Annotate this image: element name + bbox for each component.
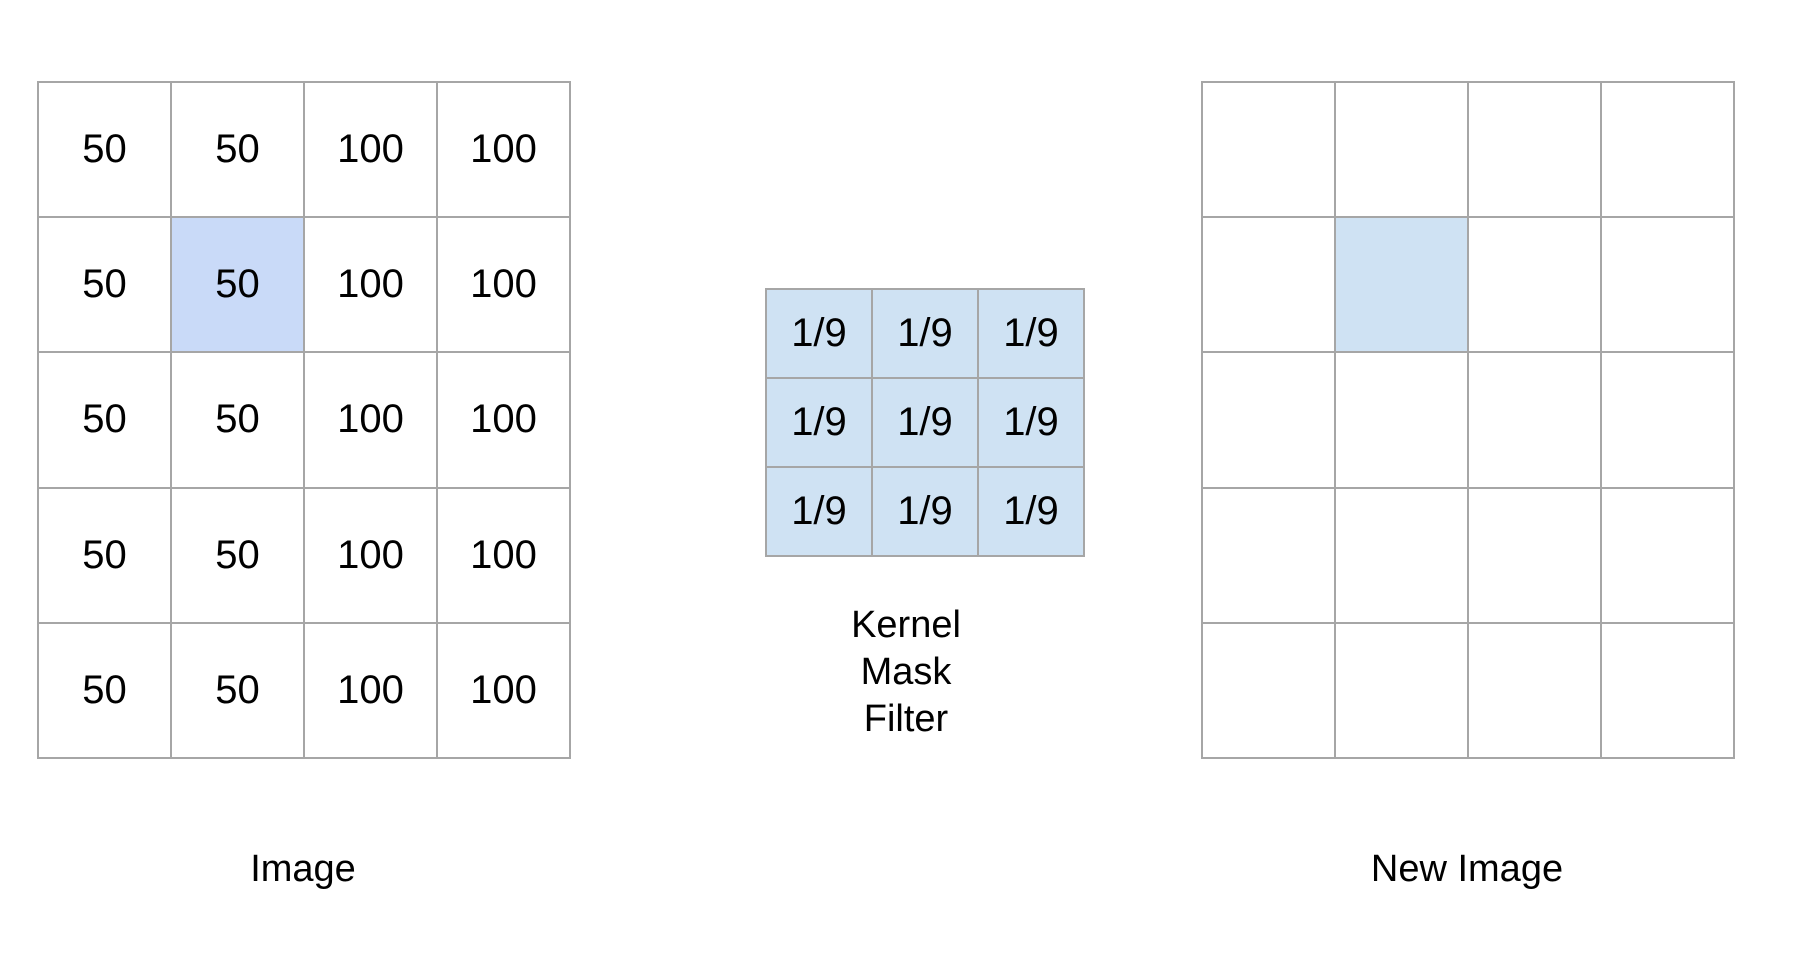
new-image-cell — [1467, 621, 1602, 760]
new-image-cell — [1334, 486, 1469, 624]
image-cell: 50 — [37, 80, 172, 219]
new-image-cell — [1600, 80, 1735, 219]
image-cell: 50 — [37, 351, 172, 489]
new-image-cell — [1600, 621, 1735, 760]
image-cell: 100 — [303, 351, 438, 489]
kernel-cell: 1/9 — [871, 288, 979, 379]
kernel-row: 1/9 1/9 1/9 — [765, 377, 1085, 468]
image-cell: 50 — [170, 80, 305, 219]
image-grid: 50 50 100 100 50 50 100 100 50 50 100 10… — [37, 80, 571, 760]
new-image-cell — [1600, 216, 1735, 354]
kernel-cell: 1/9 — [765, 377, 873, 468]
new-image-cell-highlighted — [1334, 216, 1469, 354]
image-cell: 100 — [303, 80, 438, 219]
kernel-row: 1/9 1/9 1/9 — [765, 466, 1085, 557]
new-image-cell — [1201, 486, 1336, 624]
image-cell: 50 — [37, 486, 172, 624]
new-image-cell — [1467, 216, 1602, 354]
image-cell: 100 — [303, 621, 438, 760]
image-cell: 50 — [37, 621, 172, 760]
kernel-cell: 1/9 — [765, 466, 873, 557]
new-image-row — [1201, 486, 1735, 624]
image-cell: 50 — [170, 351, 305, 489]
kernel-cell: 1/9 — [765, 288, 873, 379]
new-image-row — [1201, 216, 1735, 354]
kernel-row: 1/9 1/9 1/9 — [765, 288, 1085, 379]
image-cell: 100 — [436, 486, 571, 624]
image-row: 50 50 100 100 — [37, 621, 571, 760]
new-image-cell — [1201, 621, 1336, 760]
image-cell-highlighted: 50 — [170, 216, 305, 354]
image-row: 50 50 100 100 — [37, 216, 571, 354]
new-image-cell — [1334, 621, 1469, 760]
image-row: 50 50 100 100 — [37, 486, 571, 624]
image-cell: 100 — [436, 216, 571, 354]
image-row: 50 50 100 100 — [37, 351, 571, 489]
kernel-cell: 1/9 — [977, 466, 1085, 557]
image-cell: 100 — [436, 621, 571, 760]
new-image-cell — [1334, 351, 1469, 489]
image-row: 50 50 100 100 — [37, 80, 571, 219]
kernel-cell: 1/9 — [977, 288, 1085, 379]
image-cell: 50 — [37, 216, 172, 354]
kernel-caption: Kernel Mask Filter — [806, 602, 1006, 743]
new-image-cell — [1467, 80, 1602, 219]
new-image-row — [1201, 351, 1735, 489]
kernel-cell: 1/9 — [871, 377, 979, 468]
image-cell: 50 — [170, 486, 305, 624]
new-image-cell — [1201, 80, 1336, 219]
new-image-cell — [1600, 486, 1735, 624]
kernel-caption-line: Mask — [860, 651, 952, 693]
kernel-cell: 1/9 — [871, 466, 979, 557]
new-image-cell — [1600, 351, 1735, 489]
new-image-cell — [1467, 486, 1602, 624]
new-image-cell — [1201, 351, 1336, 489]
new-image-row — [1201, 621, 1735, 760]
new-image-cell — [1201, 216, 1336, 354]
kernel-caption-line: Kernel — [851, 604, 961, 646]
image-cell: 100 — [436, 80, 571, 219]
kernel-cell: 1/9 — [977, 377, 1085, 468]
new-image-caption: New Image — [1370, 848, 1564, 890]
kernel-caption-line: Filter — [863, 698, 949, 740]
image-caption: Image — [250, 848, 356, 890]
image-cell: 100 — [303, 216, 438, 354]
new-image-cell — [1467, 351, 1602, 489]
image-cell: 100 — [436, 351, 571, 489]
new-image-cell — [1334, 80, 1469, 219]
kernel-grid: 1/9 1/9 1/9 1/9 1/9 1/9 1/9 1/9 1/9 — [765, 288, 1085, 557]
new-image-grid — [1201, 80, 1735, 760]
new-image-row — [1201, 80, 1735, 219]
image-cell: 50 — [170, 621, 305, 760]
image-cell: 100 — [303, 486, 438, 624]
